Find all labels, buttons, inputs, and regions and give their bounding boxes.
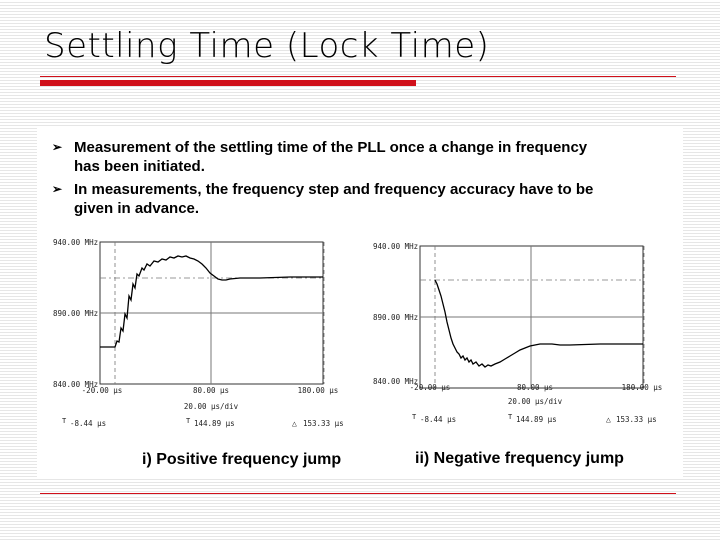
x-label-left: -20.00 µs — [410, 383, 451, 392]
bullet-text: Measurement of the settling time of the … — [74, 139, 588, 175]
marker-1-glyph: T — [412, 413, 417, 421]
delta-icon: △ — [292, 419, 297, 428]
frequency-trace — [100, 255, 323, 348]
title-underline — [40, 76, 676, 77]
caption-negative: ii) Negative frequency jump — [415, 450, 624, 467]
marker-1-value: -8.44 µs — [420, 415, 456, 424]
scope-plot-negative: 940.00 MHz 890.00 MHz 840.00 MHz -20.00 … — [373, 242, 663, 424]
bullet-item: ➢ In measurements, the frequency step an… — [52, 180, 612, 218]
y-label-bottom: 840.00 MHz — [373, 377, 418, 386]
bullet-item: ➢ Measurement of the settling time of th… — [52, 138, 612, 176]
marker-2-glyph: T — [508, 413, 513, 421]
y-label-mid: 890.00 MHz — [53, 309, 98, 318]
x-label-center: 80.00 µs — [517, 383, 553, 392]
y-label-mid: 890.00 MHz — [373, 313, 418, 322]
delta-value: 153.33 µs — [616, 415, 657, 424]
delta-value: 153.33 µs — [303, 419, 344, 428]
bullet-text: In measurements, the frequency step and … — [74, 181, 594, 217]
content-panel — [37, 128, 683, 478]
slide-title: Settling Time (Lock Time) — [44, 26, 490, 66]
div-label: 20.00 µs/div — [184, 402, 239, 411]
x-label-left: -20.00 µs — [82, 386, 123, 395]
footer-line — [40, 493, 676, 494]
title-accent-bar — [40, 80, 416, 86]
bullet-list: ➢ Measurement of the settling time of th… — [52, 138, 612, 222]
x-label-right: 180.00 µs — [622, 383, 663, 392]
arrow-bullet-icon: ➢ — [52, 182, 63, 196]
y-label-top: 940.00 MHz — [53, 238, 98, 247]
x-label-center: 80.00 µs — [193, 386, 229, 395]
marker-2-value: 144.89 µs — [516, 415, 557, 424]
marker-1-glyph: T — [62, 417, 67, 425]
scope-plot-positive: 940.00 MHz 890.00 MHz 840.00 MHz -20.00 … — [53, 238, 344, 428]
marker-2-glyph: T — [186, 417, 191, 425]
frequency-trace — [434, 279, 643, 368]
y-label-top: 940.00 MHz — [373, 242, 418, 251]
x-label-right: 180.00 µs — [298, 386, 339, 395]
div-label: 20.00 µs/div — [508, 397, 563, 406]
delta-icon: △ — [606, 415, 611, 424]
marker-2-value: 144.89 µs — [194, 419, 235, 428]
arrow-bullet-icon: ➢ — [52, 140, 63, 154]
y-label-bottom: 840.00 MHz — [53, 380, 98, 389]
caption-positive: i) Positive frequency jump — [142, 451, 342, 468]
marker-1-value: -8.44 µs — [70, 419, 106, 428]
